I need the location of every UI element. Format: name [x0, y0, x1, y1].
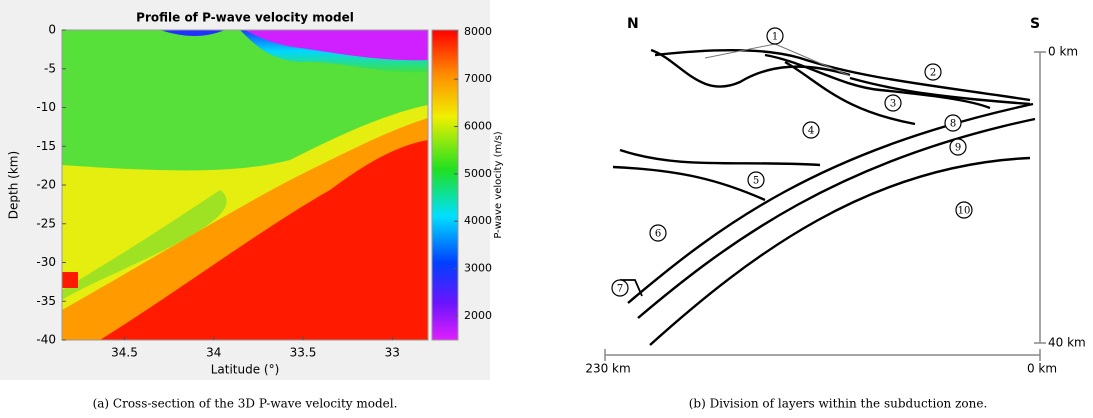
layer-marker [611, 279, 629, 297]
layer-label: 7 [617, 284, 623, 295]
north-label: N [627, 16, 639, 32]
depth-bottom-label: 40 km [1048, 336, 1086, 350]
layer-marker [649, 224, 667, 242]
caption: (b) Division of layers within the subduc… [689, 397, 988, 411]
y-tick-label: 0 [48, 23, 56, 37]
layer-label: 4 [808, 126, 814, 137]
layer-label: 1 [772, 32, 778, 43]
velocity-map [62, 30, 428, 340]
layer-label: 5 [753, 176, 759, 187]
colorbar-label: P-wave velocity (m/s) [493, 131, 504, 238]
layer-marker [949, 138, 967, 156]
x-tick-label: 34.5 [111, 346, 138, 360]
colorbar-tick-label: 4000 [464, 214, 492, 227]
layer-marker [884, 94, 902, 112]
layer-label: 6 [655, 229, 661, 240]
y-tick-label: -25 [36, 216, 56, 230]
layer-marker [766, 27, 784, 45]
layer-marker [802, 121, 820, 139]
y-tick-label: -15 [36, 139, 56, 153]
layer-label: 9 [955, 143, 961, 154]
colorbar-tick-label: 2000 [464, 309, 492, 322]
south-label: S [1030, 16, 1040, 32]
y-tick-label: -30 [36, 255, 56, 269]
layer-diagram [604, 43, 1046, 361]
depth-top-label: 0 km [1048, 45, 1078, 59]
y-tick-label: -40 [36, 333, 56, 347]
distance-left-label: 230 km [585, 362, 630, 376]
y-axis-label: Depth (km) [7, 151, 21, 219]
y-tick-label: -35 [36, 294, 56, 308]
colorbar-tick-label: 3000 [464, 262, 492, 275]
y-tick-label: -20 [36, 178, 56, 192]
colorbar-tick-label: 5000 [464, 167, 492, 180]
colorbar [431, 29, 459, 341]
x-tick-label: 33.5 [290, 346, 317, 360]
layer-label: 10 [958, 206, 971, 217]
y-tick-label: -5 [44, 61, 56, 75]
chart-title: Profile of P-wave velocity model [136, 11, 354, 25]
caption: (a) Cross-section of the 3D P-wave veloc… [93, 397, 398, 411]
y-tick-label: -10 [36, 100, 56, 114]
colorbar-tick-label: 6000 [464, 120, 492, 133]
x-tick-label: 34 [206, 346, 221, 360]
layer-label: 3 [890, 99, 896, 110]
x-axis-label: Latitude (°) [211, 363, 280, 377]
layer-marker [944, 114, 962, 132]
colorbar-tick-label: 7000 [464, 72, 492, 85]
layer-marker [924, 63, 942, 81]
colorbar-tick-label: 8000 [464, 25, 492, 38]
layer-marker [955, 201, 973, 219]
distance-right-label: 0 km [1027, 362, 1057, 376]
x-tick-label: 33 [385, 346, 400, 360]
layer-label: 8 [950, 119, 956, 130]
layer-label: 2 [930, 68, 936, 79]
layer-marker [747, 171, 765, 189]
